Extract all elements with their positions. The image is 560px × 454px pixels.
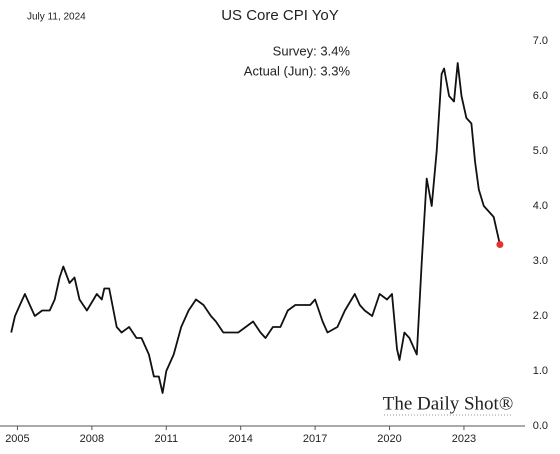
- y-tick-label: 3.0: [533, 255, 548, 267]
- line: [10, 62, 501, 394]
- x-tick-label: 2005: [5, 433, 29, 445]
- y-tick-label: 2.0: [533, 310, 548, 322]
- annotation: Survey: 3.4%: [273, 43, 351, 58]
- x-tick-label: 2011: [154, 433, 178, 445]
- x-tick-label: 2008: [80, 433, 104, 445]
- watermark: The Daily Shot®: [383, 393, 514, 414]
- y-tick-label: 0.0: [533, 420, 548, 432]
- last-point: [496, 241, 504, 248]
- x-tick-label: 2020: [377, 433, 401, 445]
- date: July 11, 2024: [27, 12, 86, 23]
- annotation: Actual (Jun): 3.3%: [244, 63, 351, 78]
- x-tick-label: 2023: [452, 433, 476, 445]
- y-tick-label: 5.0: [533, 145, 548, 157]
- chart-title: US Core CPI YoY: [221, 7, 339, 24]
- x-tick-label: 2017: [303, 433, 327, 445]
- y-tick-label: 4.0: [533, 200, 548, 212]
- y-tick-label: 1.0: [533, 365, 548, 377]
- y-tick-label: 6.0: [533, 90, 548, 102]
- x-tick-label: 2014: [228, 433, 252, 445]
- y-tick-label: 7.0: [533, 35, 548, 47]
